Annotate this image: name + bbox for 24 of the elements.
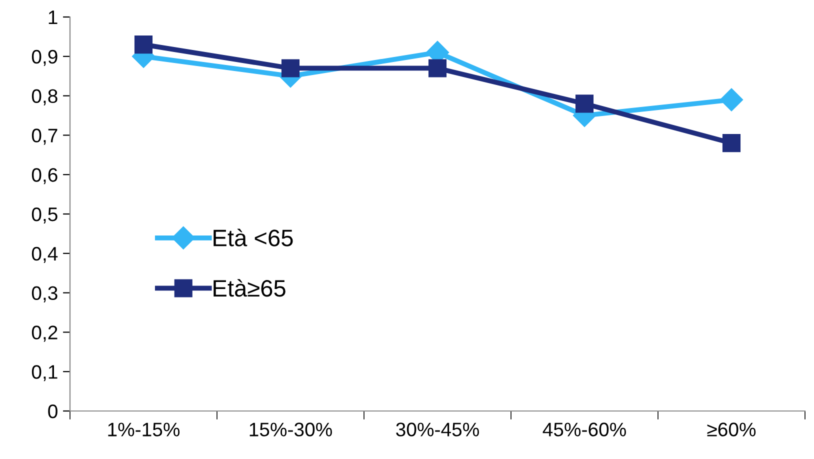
y-tick-label: 0,5 (32, 207, 58, 224)
y-tick-label: 0,6 (32, 168, 58, 184)
point (720, 88, 743, 112)
legend-label: Età <65 (214, 228, 293, 246)
y-tick-label: 0,3 (32, 286, 58, 302)
point (722, 134, 741, 152)
x-tick-label: ≥60% (707, 422, 756, 436)
x-tick-label: 15%-30% (250, 422, 332, 436)
point (134, 36, 153, 54)
x-tick-label: 1%-15% (108, 422, 180, 436)
x-tick-label: 45%-60% (542, 422, 626, 436)
y-tick-label: 1 (48, 10, 58, 24)
y-tick-label: 0,9 (32, 50, 58, 66)
point (575, 94, 594, 113)
y-tick-label: 0,8 (32, 89, 58, 106)
y-tick-label: 0,1 (32, 365, 58, 382)
x-tick-label: 30%-45% (396, 422, 479, 436)
y-tick-label: 0,2 (32, 326, 58, 342)
legend-label: Età≥65 (214, 279, 286, 297)
y-tick-label: 0,4 (32, 246, 58, 263)
point (281, 59, 300, 78)
point (428, 59, 447, 78)
y-tick-label: 0,7 (32, 128, 58, 145)
y-tick-label: 0 (48, 404, 58, 418)
